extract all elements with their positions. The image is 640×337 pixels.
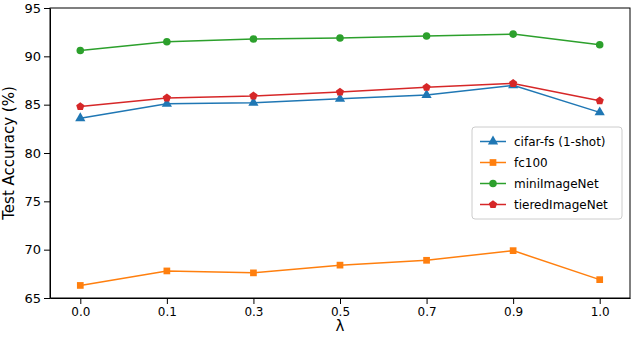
y-tick: 75: [24, 194, 50, 209]
series-marker: [510, 247, 517, 254]
legend-label: tieredImageNet: [514, 198, 608, 212]
legend-label: fc100: [514, 156, 548, 170]
legend-label: cifar-fs (1-shot): [514, 135, 606, 149]
x-axis: 0.0 0.1 0.3 0.5 0.7 0.9 1.0: [51, 298, 631, 319]
x-tick: 0.1: [158, 298, 177, 319]
legend-marker: [489, 180, 497, 188]
x-tick-label: 0.3: [244, 305, 263, 319]
y-tick-label: 90: [24, 49, 41, 64]
x-axis-title: λ: [336, 317, 345, 335]
y-tick-label: 65: [24, 291, 41, 306]
x-tick: 0.7: [418, 298, 437, 319]
y-tick-label: 80: [24, 146, 41, 161]
y-tick-mark: [44, 8, 50, 9]
x-tick-mark: [340, 298, 341, 304]
y-tick-label: 75: [24, 194, 41, 209]
x-tick-mark: [167, 298, 168, 304]
series-marker: [596, 41, 604, 49]
y-tick: 65: [24, 291, 50, 306]
series-marker: [336, 88, 344, 96]
x-tick: 0.0: [71, 298, 90, 319]
series-marker: [76, 102, 84, 110]
legend-label: miniImageNet: [514, 177, 599, 191]
legend-marker: [488, 136, 498, 145]
y-tick: 80: [24, 146, 50, 161]
series-marker: [509, 30, 517, 38]
y-tick-label: 85: [24, 97, 41, 112]
y-tick: 70: [24, 242, 50, 257]
series-group: [75, 30, 605, 288]
y-tick-label: 70: [24, 242, 41, 257]
series-line: [80, 85, 599, 118]
series-marker: [423, 32, 431, 40]
x-tick-label: 0.0: [71, 305, 90, 319]
y-axis: 65 70 75 80 85 90 95: [24, 1, 50, 306]
series-marker: [250, 270, 257, 277]
plot-area: 0.0 0.1 0.3 0.5 0.7 0.9 1.0 65 70 75 80 85 90 95 cifar…: [24, 1, 630, 319]
y-tick: 85: [24, 97, 50, 112]
series-marker: [163, 94, 171, 102]
y-tick: 90: [24, 49, 50, 64]
x-tick: 1.0: [591, 298, 610, 319]
x-tick-mark: [80, 298, 81, 304]
series-line: [80, 83, 599, 106]
series-marker: [422, 83, 430, 91]
y-axis-title: Test Accuracy (%): [0, 86, 18, 221]
series-marker: [250, 35, 258, 43]
legend: cifar-fs (1-shot) fc100 miniImageNet tiered…: [472, 127, 622, 219]
legend-marker: [489, 200, 497, 208]
x-tick-label: 0.1: [158, 305, 177, 319]
series-marker: [423, 257, 430, 264]
x-tick-label: 0.7: [418, 305, 437, 319]
plot-frame: [50, 8, 630, 298]
series-marker: [164, 268, 171, 275]
series-marker: [336, 34, 344, 42]
y-tick-mark: [44, 298, 50, 299]
series-marker: [75, 112, 85, 121]
y-tick: 95: [24, 1, 50, 16]
y-tick-mark: [44, 153, 50, 154]
x-tick-label: 0.9: [504, 305, 523, 319]
series-marker: [77, 47, 85, 55]
chart: 0.0 0.1 0.3 0.5 0.7 0.9 1.0 65 70 75 80 85 90 95 cifar…: [0, 0, 640, 337]
series-marker: [595, 107, 605, 116]
series-marker: [249, 92, 257, 100]
x-tick: 0.3: [244, 298, 263, 319]
series-line: [80, 34, 599, 50]
x-tick: 0.5: [331, 298, 350, 319]
y-tick-mark: [44, 105, 50, 106]
series-marker: [596, 96, 604, 104]
x-tick-mark: [513, 298, 514, 304]
legend-marker: [490, 159, 497, 166]
series-marker: [77, 282, 84, 289]
x-tick-mark: [253, 298, 254, 304]
series-line: [80, 251, 599, 286]
series-marker: [337, 262, 344, 269]
x-tick-label: 1.0: [591, 305, 610, 319]
series-marker: [509, 79, 517, 87]
y-tick-mark: [44, 201, 50, 202]
x-tick: 0.9: [504, 298, 523, 319]
y-tick-mark: [44, 56, 50, 57]
x-tick-mark: [600, 298, 601, 304]
y-tick-mark: [44, 250, 50, 251]
series-marker: [163, 38, 171, 46]
legend-box: [472, 127, 622, 219]
y-tick-label: 95: [24, 1, 41, 16]
series-marker: [596, 276, 603, 283]
x-tick-mark: [427, 298, 428, 304]
